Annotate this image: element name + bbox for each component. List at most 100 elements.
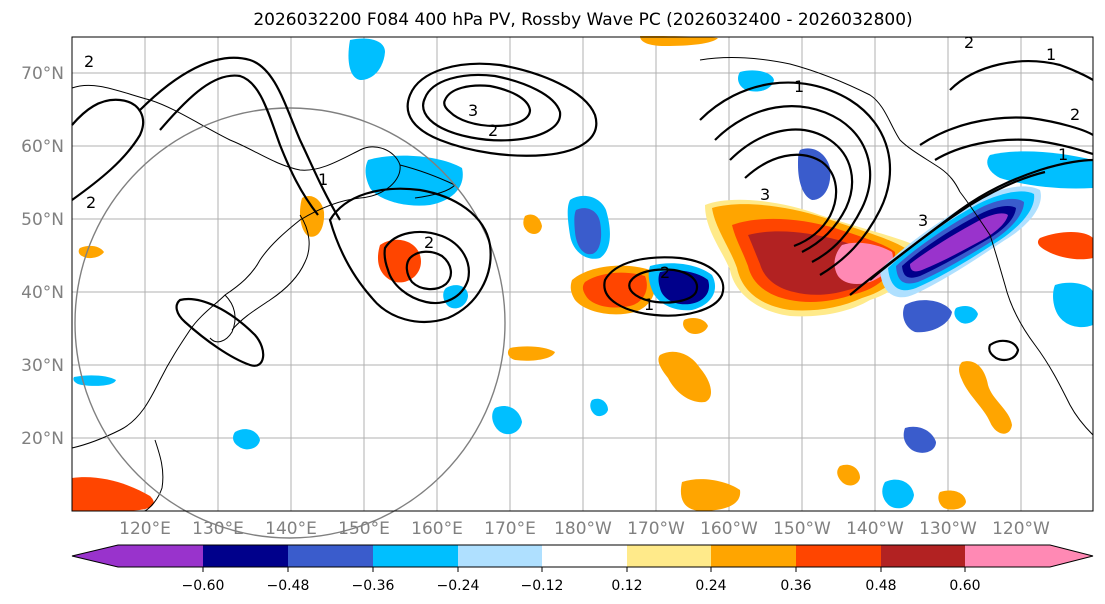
- coastline-alaska: [699, 57, 961, 193]
- pos-anomaly-subtrop-2: [959, 361, 1012, 434]
- lat-tick-label: 30°N: [21, 356, 64, 376]
- contour-west-edge: [71, 98, 145, 201]
- colorbar-segment: [542, 545, 627, 567]
- plot-title: 2026032200 F084 400 hPa PV, Rossby Wave …: [253, 10, 912, 30]
- contour-west-trough-2: [159, 74, 319, 216]
- contour-gulf-trough-1: [699, 81, 892, 276]
- colorbar-outline: [71, 544, 1094, 568]
- neg-anomaly-subtrop-5: [1053, 282, 1093, 328]
- coastline-north-america: [959, 191, 1094, 436]
- contour-midpac-ring-outer: [603, 256, 725, 317]
- coastline-philippines: [144, 439, 164, 512]
- contour-ridge-canada-4: [934, 138, 1094, 161]
- colorbar-segment: [965, 545, 1093, 567]
- neg-anomaly-small-1: [954, 306, 978, 324]
- colorbar-segment: [711, 545, 796, 567]
- lon-tick-label: 180°W: [554, 519, 612, 539]
- colorbar-segment: [72, 545, 203, 567]
- colorbar-tick-label: −0.48: [267, 578, 310, 594]
- pv-contours: [71, 56, 1094, 367]
- contour-labels: 2 2 3 2 2 1 2 2 1 1 3 1 3 2 1: [84, 33, 1080, 314]
- contour-label: 3: [760, 185, 770, 204]
- pos-anomaly-subtrop-1: [658, 351, 712, 403]
- pos-anomaly-small-3: [683, 318, 708, 334]
- neg-anomaly-alaska: [738, 70, 774, 92]
- colorbar-tick-label: −0.36: [352, 578, 395, 594]
- contour-gulf-trough-4: [744, 153, 838, 248]
- colorbar: −0.60 −0.48 −0.36 −0.24 −0.12 0.12 0.24 …: [71, 544, 1094, 594]
- neg-anomaly-subtrop-4: [882, 479, 914, 509]
- lon-tick-label: 130°E: [192, 519, 244, 539]
- colorbar-segment: [796, 545, 881, 567]
- lon-tick-labels: 120°E 130°E 140°E 150°E 160°E 170°E 180°…: [119, 519, 1050, 539]
- neg-anomaly-coast-purple: [910, 213, 1008, 272]
- lon-tick-label: 130°W: [919, 519, 977, 539]
- contour-japan-low-outer: [328, 187, 492, 323]
- lon-tick-label: 150°W: [773, 519, 831, 539]
- contour-east-small: [988, 339, 1020, 361]
- lon-tick-label: 120°E: [119, 519, 171, 539]
- contour-label: 2: [660, 263, 670, 282]
- neg-anomaly-subtrop-2: [903, 426, 936, 453]
- contour-label: 1: [794, 77, 804, 96]
- lat-tick-label: 70°N: [21, 64, 64, 84]
- coastline-japan: [231, 214, 310, 331]
- lon-tick-label: 170°E: [484, 519, 536, 539]
- contour-label: 2: [86, 193, 96, 212]
- coastline-korea: [209, 294, 236, 343]
- lon-tick-label: 140°E: [265, 519, 317, 539]
- contour-label: 2: [964, 33, 974, 52]
- pos-anomaly-subtrop-4: [680, 479, 741, 511]
- neg-anomaly-midpac-navy: [658, 270, 710, 305]
- neg-anomaly-small-2: [590, 398, 608, 417]
- neg-anomaly-subtrop-6: [233, 429, 260, 450]
- lon-tick-label: 170°W: [627, 519, 685, 539]
- lat-tick-label: 20°N: [21, 429, 64, 449]
- neg-anomaly-subtrop-1: [492, 405, 522, 435]
- contour-japan-low-inner: [405, 250, 452, 291]
- pos-anomaly-east-1: [1037, 232, 1093, 260]
- colorbar-segment: [288, 545, 373, 567]
- contour-label: 3: [918, 211, 928, 230]
- contour-okhotsk-outer: [406, 62, 598, 157]
- lon-tick-label: 160°W: [700, 519, 758, 539]
- pos-anomaly-tropics-west: [72, 477, 154, 511]
- colorbar-segment: [458, 545, 542, 567]
- lon-tick-label: 160°E: [411, 519, 463, 539]
- lon-tick-label: 150°E: [338, 519, 390, 539]
- contour-gulf-trough-2: [714, 105, 872, 263]
- colorbar-tick-label: 0.24: [695, 578, 726, 594]
- colorbar-segment: [373, 545, 458, 567]
- map-panel: 2 2 3 2 2 1 2 2 1 1 3 1 3 2 1: [71, 33, 1094, 539]
- contour-west-trough: [139, 56, 341, 221]
- pos-anomaly-subtrop-6: [938, 490, 966, 510]
- pos-anomaly-subtrop-5: [837, 464, 860, 486]
- contour-okhotsk-inner: [443, 84, 532, 128]
- colorbar-tick-label: 0.48: [865, 578, 896, 594]
- colorbar-segment: [881, 545, 965, 567]
- contour-label: 3: [468, 101, 478, 120]
- colorbar-tick-label: −0.12: [521, 578, 564, 594]
- lat-tick-label: 50°N: [21, 210, 64, 230]
- lat-tick-label: 60°N: [21, 137, 64, 157]
- contour-label: 2: [424, 233, 434, 252]
- colorbar-segment: [627, 545, 711, 567]
- contour-gulf-trough-3: [729, 128, 854, 253]
- contour-label: 2: [84, 52, 94, 71]
- colorbar-tick-label: 0.60: [949, 578, 980, 594]
- contour-label: 1: [1058, 145, 1068, 164]
- pos-anomaly-small-2: [640, 36, 718, 46]
- pos-anomaly-subtrop-3: [507, 346, 555, 361]
- rossby-wave-circle: [74, 107, 506, 539]
- colorbar-tick-label: 0.12: [611, 578, 642, 594]
- contour-label: 1: [644, 295, 654, 314]
- contour-japan-low-mid: [383, 230, 470, 305]
- lon-tick-label: 140°W: [846, 519, 904, 539]
- neg-anomaly-north-sea: [348, 38, 385, 80]
- lon-tick-label: 120°W: [992, 519, 1050, 539]
- contour-korea-loop: [175, 297, 265, 367]
- colorbar-ticks: [202, 567, 966, 572]
- lat-tick-label: 40°N: [21, 283, 64, 303]
- pos-anomaly-small-1: [78, 245, 104, 259]
